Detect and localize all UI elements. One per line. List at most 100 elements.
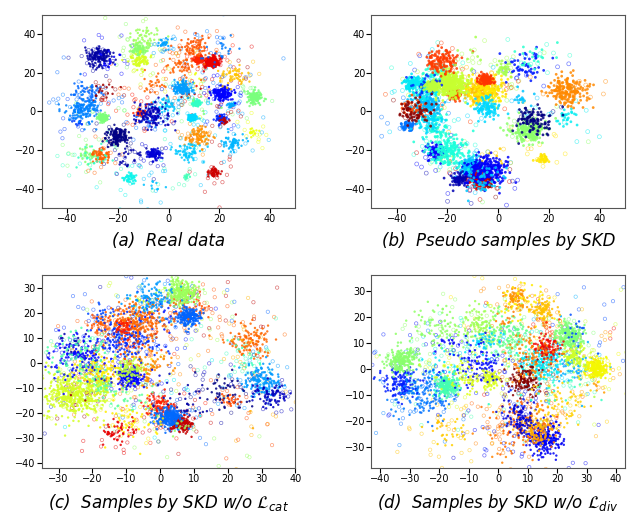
Point — [514, 77, 524, 85]
Point — [568, 335, 578, 343]
Point — [481, 180, 492, 189]
Point — [164, 409, 174, 417]
Point — [534, 346, 544, 354]
Point — [89, 397, 99, 405]
Point — [161, 403, 172, 412]
Point — [470, 88, 480, 97]
Point — [575, 348, 585, 356]
Point — [229, 86, 239, 94]
Point — [542, 336, 552, 344]
Point — [474, 337, 484, 346]
Point — [445, 381, 455, 390]
Point — [487, 330, 497, 338]
Point — [201, 45, 211, 54]
Point — [132, 366, 142, 375]
Point — [227, 377, 237, 385]
Point — [115, 338, 125, 347]
Point — [440, 80, 450, 89]
Point — [452, 64, 462, 73]
Point — [164, 64, 174, 73]
Point — [244, 339, 255, 347]
Point — [183, 282, 193, 290]
Point — [528, 124, 538, 132]
Point — [479, 78, 490, 86]
Point — [264, 382, 275, 390]
Point — [506, 84, 516, 92]
Point — [437, 323, 447, 332]
Point — [216, 39, 226, 47]
Point — [571, 354, 581, 363]
Point — [52, 381, 62, 389]
Point — [182, 286, 193, 294]
Point — [545, 420, 556, 428]
Point — [412, 68, 422, 76]
Point — [441, 74, 451, 82]
Point — [76, 344, 86, 352]
Point — [209, 56, 220, 65]
Point — [157, 103, 168, 111]
Point — [230, 88, 240, 97]
Point — [575, 401, 585, 410]
Point — [413, 96, 423, 105]
Point — [541, 361, 552, 369]
Point — [555, 86, 565, 95]
Point — [608, 297, 618, 305]
Point — [434, 370, 444, 378]
Point — [214, 114, 224, 123]
Point — [100, 359, 110, 368]
Point — [122, 405, 132, 414]
Point — [444, 90, 454, 98]
Point — [80, 106, 90, 114]
Point — [567, 329, 577, 338]
Point — [541, 155, 552, 164]
Point — [184, 325, 194, 333]
Point — [163, 411, 173, 419]
Point — [536, 124, 547, 132]
Point — [143, 318, 153, 327]
Point — [536, 344, 547, 352]
Point — [218, 92, 228, 101]
Point — [78, 395, 88, 404]
Point — [454, 89, 465, 98]
Point — [464, 171, 474, 179]
Point — [591, 356, 601, 364]
Point — [543, 300, 553, 309]
Point — [262, 345, 272, 354]
Point — [589, 346, 599, 355]
Point — [532, 400, 543, 408]
Point — [139, 276, 149, 285]
Point — [183, 286, 193, 295]
Point — [393, 354, 403, 362]
Point — [484, 302, 495, 310]
Point — [447, 82, 457, 91]
Point — [103, 324, 113, 332]
Point — [531, 414, 541, 423]
Point — [100, 155, 111, 163]
Point — [53, 375, 63, 383]
Point — [209, 63, 220, 71]
Point — [248, 131, 259, 140]
Point — [433, 56, 444, 65]
Point — [540, 425, 550, 434]
Point — [98, 112, 108, 121]
Point — [182, 287, 193, 296]
Point — [412, 89, 422, 98]
Point — [61, 393, 71, 401]
Point — [474, 331, 484, 339]
Point — [157, 36, 167, 45]
Point — [401, 118, 411, 127]
Point — [95, 61, 106, 69]
Point — [56, 385, 67, 393]
Point — [131, 367, 141, 375]
Point — [443, 74, 453, 82]
Point — [175, 395, 185, 403]
Point — [220, 90, 230, 99]
Point — [450, 89, 460, 98]
Point — [243, 89, 253, 98]
Point — [169, 402, 179, 410]
Point — [409, 89, 419, 97]
Point — [259, 397, 269, 405]
Point — [568, 104, 579, 112]
Point — [174, 420, 184, 428]
Point — [403, 80, 413, 88]
